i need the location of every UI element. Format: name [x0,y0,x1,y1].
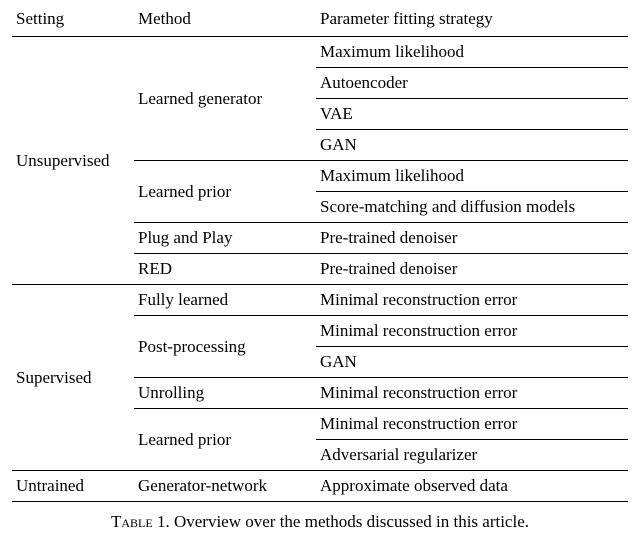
strategy-cell: Adversarial regularizer [316,440,628,471]
setting-untrained: Untrained [12,471,134,502]
method-learned-prior-sup: Learned prior [134,409,316,471]
method-plug-and-play: Plug and Play [134,223,316,254]
strategy-cell: Maximum likelihood [316,37,628,68]
setting-unsupervised: Unsupervised [12,37,134,285]
method-generator-network: Generator-network [134,471,316,502]
method-red: RED [134,254,316,285]
strategy-cell: Pre-trained denoiser [316,223,628,254]
table-row: Untrained Generator-network Approximate … [12,471,628,502]
strategy-cell: Score-matching and diffusion models [316,192,628,223]
strategy-cell: Minimal reconstruction error [316,316,628,347]
method-learned-generator: Learned generator [134,37,316,161]
table-caption: Table 1. Overview over the methods discu… [12,502,628,532]
method-unrolling: Unrolling [134,378,316,409]
strategy-cell: Minimal reconstruction error [316,285,628,316]
strategy-cell: Minimal reconstruction error [316,409,628,440]
method-fully-learned: Fully learned [134,285,316,316]
caption-text: Overview over the methods discussed in t… [174,512,529,531]
strategy-cell: Pre-trained denoiser [316,254,628,285]
strategy-cell: Minimal reconstruction error [316,378,628,409]
col-method: Method [134,4,316,37]
methods-table: Setting Method Parameter fitting strateg… [12,4,628,502]
caption-label: Table 1. [111,512,170,531]
strategy-cell: Approximate observed data [316,471,628,502]
strategy-cell: VAE [316,99,628,130]
strategy-cell: GAN [316,130,628,161]
strategy-cell: GAN [316,347,628,378]
method-learned-prior-unsup: Learned prior [134,161,316,223]
col-setting: Setting [12,4,134,37]
table-row: Unsupervised Learned generator Maximum l… [12,37,628,68]
col-strategy: Parameter fitting strategy [316,4,628,37]
setting-supervised: Supervised [12,285,134,471]
method-post-processing: Post-processing [134,316,316,378]
strategy-cell: Autoencoder [316,68,628,99]
table-row: Supervised Fully learned Minimal reconst… [12,285,628,316]
table-header-row: Setting Method Parameter fitting strateg… [12,4,628,37]
strategy-cell: Maximum likelihood [316,161,628,192]
